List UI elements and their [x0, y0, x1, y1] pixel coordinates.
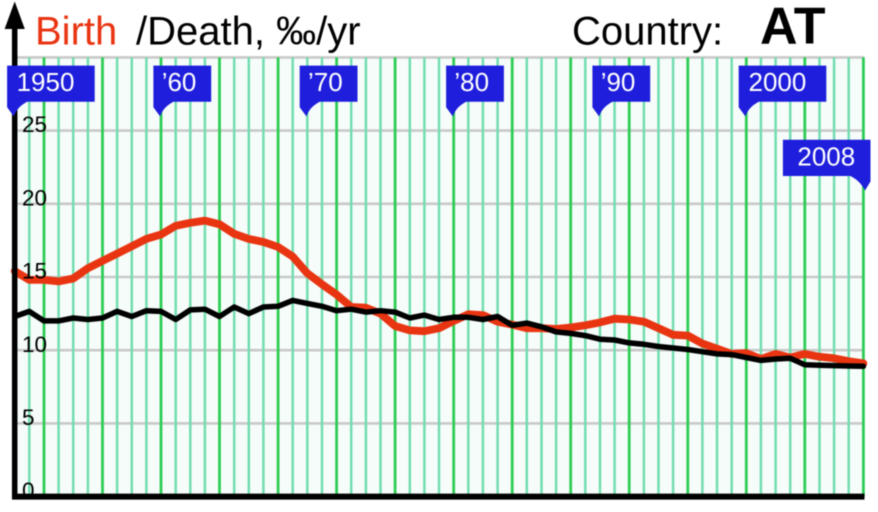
- svg-text:Country:: Country:: [572, 10, 723, 54]
- svg-text:’90: ’90: [601, 67, 636, 97]
- svg-text:15: 15: [22, 259, 47, 284]
- svg-text:’70: ’70: [308, 67, 343, 97]
- svg-text:0: 0: [22, 478, 35, 503]
- svg-text:AT: AT: [760, 0, 826, 56]
- svg-text:’80: ’80: [454, 67, 489, 97]
- svg-text:2008: 2008: [797, 141, 855, 171]
- svg-text:2000: 2000: [749, 67, 807, 97]
- svg-text:’60: ’60: [162, 67, 197, 97]
- svg-text:20: 20: [22, 185, 47, 210]
- svg-text:5: 5: [22, 405, 35, 430]
- svg-text:1950: 1950: [17, 67, 75, 97]
- svg-text:/Death, ‰/yr: /Death, ‰/yr: [136, 10, 361, 54]
- svg-text:25: 25: [22, 112, 47, 137]
- svg-text:10: 10: [22, 332, 47, 357]
- svg-text:Birth: Birth: [35, 10, 117, 54]
